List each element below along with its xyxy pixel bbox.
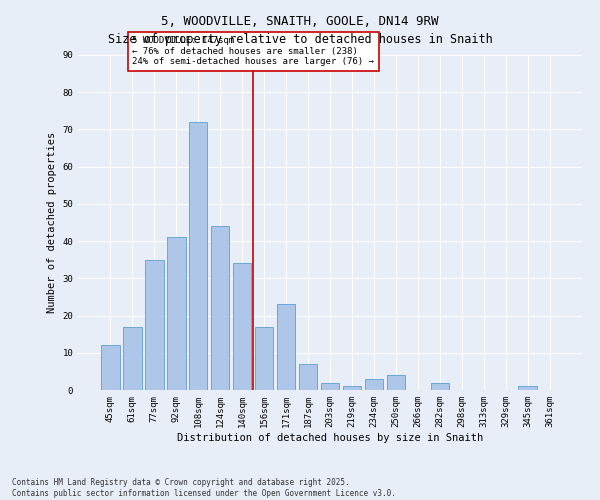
Bar [299, 364, 317, 390]
Bar [518, 386, 537, 390]
Text: Contains HM Land Registry data © Crown copyright and database right 2025.
Contai: Contains HM Land Registry data © Crown c… [12, 478, 396, 498]
Bar [277, 304, 295, 390]
Bar [320, 382, 340, 390]
Bar [123, 326, 142, 390]
Bar [386, 375, 405, 390]
Bar [431, 382, 449, 390]
Bar [211, 226, 229, 390]
Bar [145, 260, 164, 390]
Bar [189, 122, 208, 390]
Bar [343, 386, 361, 390]
Text: 5, WOODVILLE, SNAITH, GOOLE, DN14 9RW: 5, WOODVILLE, SNAITH, GOOLE, DN14 9RW [161, 15, 439, 28]
Bar [101, 346, 119, 390]
Bar [255, 326, 274, 390]
Bar [167, 238, 185, 390]
Text: Size of property relative to detached houses in Snaith: Size of property relative to detached ho… [107, 32, 493, 46]
Bar [365, 379, 383, 390]
Text: 5 WOODVILLE: 147sqm
← 76% of detached houses are smaller (238)
24% of semi-detac: 5 WOODVILLE: 147sqm ← 76% of detached ho… [132, 36, 374, 66]
Y-axis label: Number of detached properties: Number of detached properties [47, 132, 57, 313]
Bar [233, 264, 251, 390]
X-axis label: Distribution of detached houses by size in Snaith: Distribution of detached houses by size … [177, 432, 483, 442]
